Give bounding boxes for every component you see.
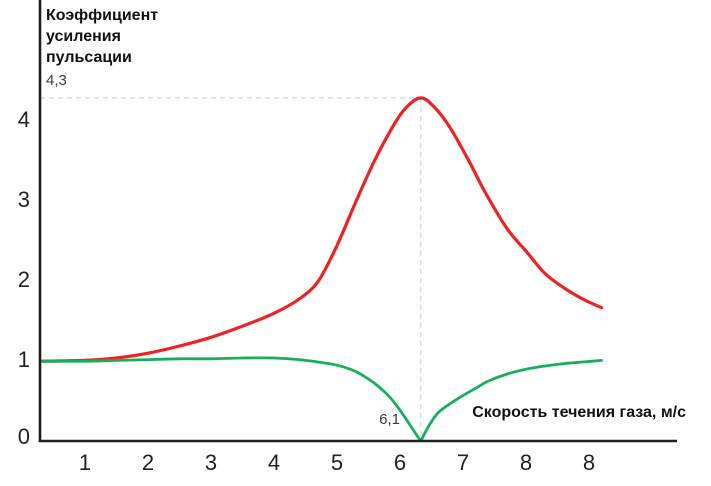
x-tick-label-7: 7 — [456, 450, 470, 475]
red-resonance-curve — [40, 96, 604, 363]
x-axis-title: Скорость течения газа, м/с — [472, 404, 686, 421]
dip-value-annotation: 6,1 — [379, 411, 400, 428]
x-tick-label-8: 8 — [519, 450, 533, 475]
y-tick-label-4: 4 — [17, 107, 30, 132]
x-tick-label-8b: 8 — [582, 450, 596, 475]
y-tick-label-3: 3 — [17, 187, 30, 212]
x-tick-label-4: 4 — [267, 450, 281, 475]
peak-value-annotation: 4,3 — [46, 72, 67, 89]
y-axis-title: Коэффициент усиления пульсации — [46, 7, 159, 67]
green-dip-curve — [40, 356, 603, 443]
x-tick-label-3: 3 — [204, 450, 218, 475]
x-tick-label-6: 6 — [393, 450, 407, 475]
y-tick-label-2: 2 — [17, 267, 30, 292]
x-tick-label-1: 1 — [78, 450, 92, 475]
x-tick-label-5: 5 — [330, 450, 344, 475]
x-tick-label-2: 2 — [141, 450, 155, 475]
y-tick-label-1: 1 — [17, 347, 30, 372]
y-tick-label-0: 0 — [17, 424, 30, 449]
